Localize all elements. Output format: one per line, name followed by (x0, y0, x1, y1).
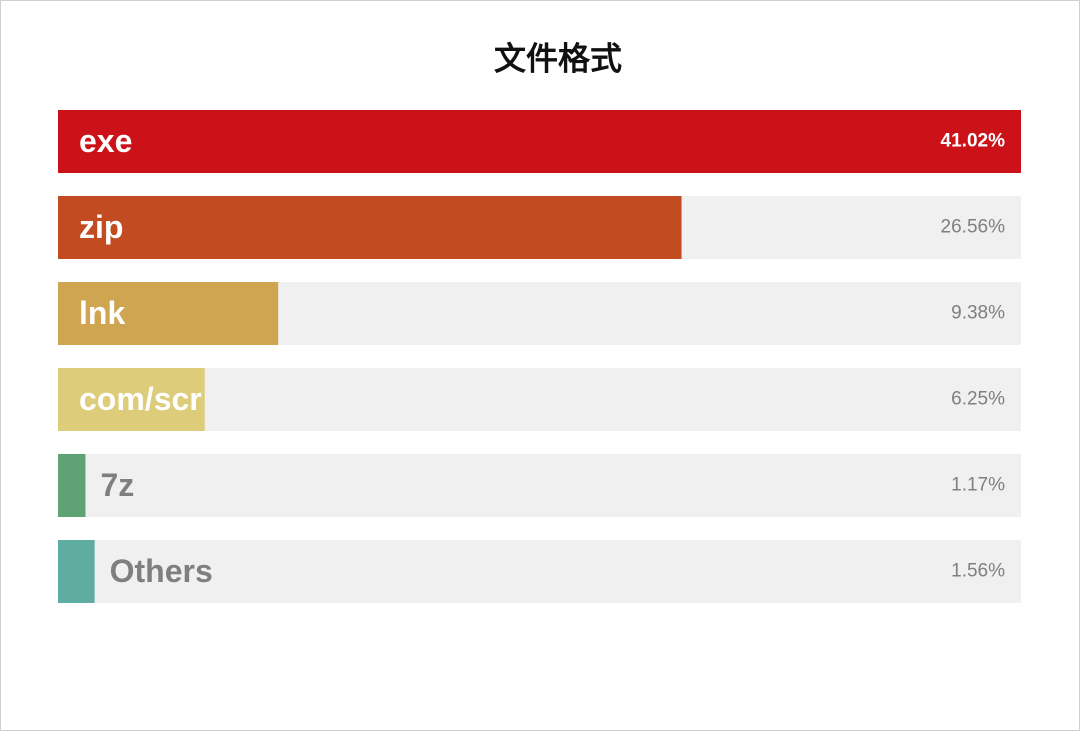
category-label: 7z (100, 467, 134, 503)
bar (58, 540, 95, 603)
category-label: Others (110, 553, 213, 589)
value-label: 1.17% (951, 475, 1005, 496)
value-label: 6.25% (951, 389, 1005, 410)
bar (58, 368, 205, 431)
category-label: com/scr (79, 381, 202, 417)
bar (58, 282, 279, 345)
bar (58, 454, 86, 517)
bar-track (58, 454, 1021, 517)
bar-track (58, 368, 1021, 431)
category-label: zip (79, 209, 123, 245)
bar (58, 196, 682, 259)
bar (58, 110, 1021, 173)
chart-title: 文件格式 (494, 40, 622, 76)
value-label: 9.38% (951, 303, 1005, 324)
category-label: lnk (79, 295, 125, 331)
value-label: 1.56% (951, 561, 1005, 582)
value-label: 41.02% (941, 131, 1006, 152)
value-label: 26.56% (941, 217, 1006, 238)
category-label: exe (79, 123, 132, 159)
bar-track (58, 540, 1021, 603)
